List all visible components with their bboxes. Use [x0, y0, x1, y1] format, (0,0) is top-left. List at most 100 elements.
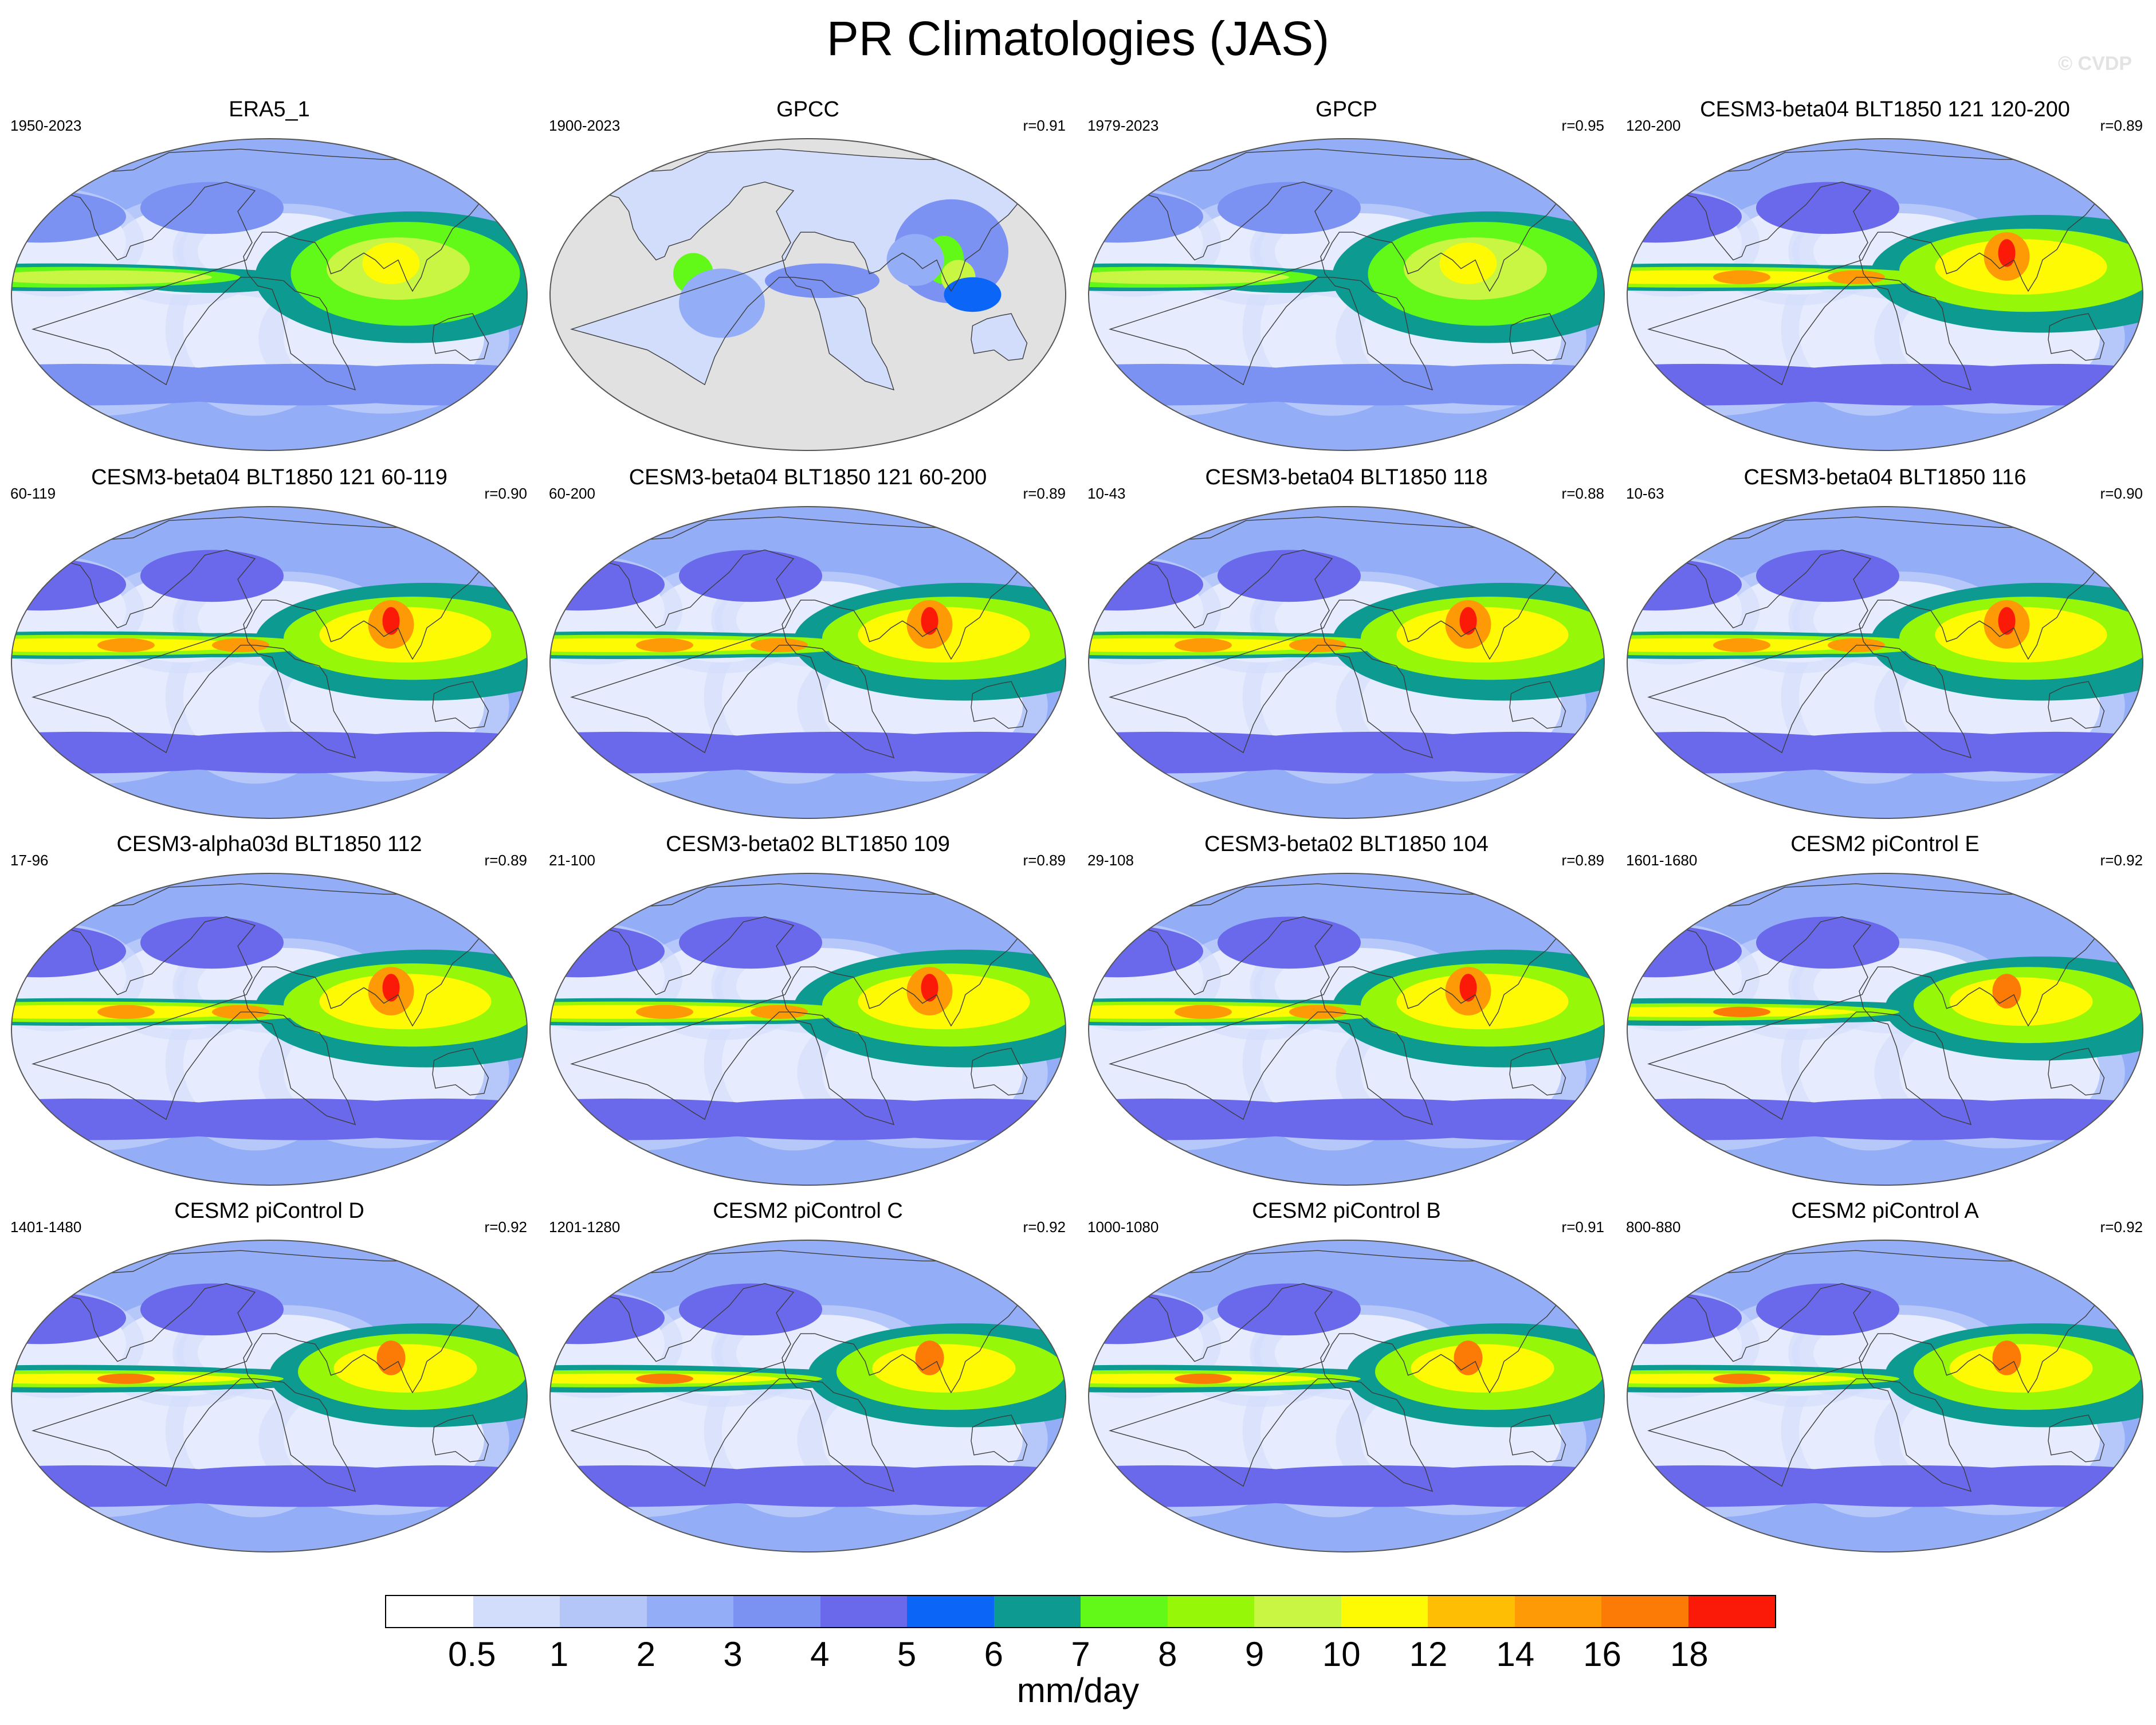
coastline: [1089, 148, 1604, 391]
panel-years: 1900-2023: [549, 117, 621, 134]
itcz-band: [382, 607, 400, 635]
globe-outline: [1627, 873, 2143, 1186]
panel-years: 60-119: [10, 485, 56, 502]
colorbar-tick-label: 4: [810, 1635, 830, 1673]
coastline: [11, 1250, 527, 1492]
precip-map: [1088, 873, 1605, 1186]
itcz-band: [1627, 1373, 1856, 1384]
itcz-band: [915, 1340, 944, 1375]
panel-correlation: r=0.92: [484, 1218, 527, 1236]
panel-years: 29-108: [1087, 852, 1134, 869]
storm-track: [1756, 550, 1899, 602]
precip-map: [549, 506, 1066, 819]
globe-outline: [549, 873, 1066, 1186]
panel-correlation: r=0.90: [2100, 485, 2143, 502]
itcz-band: [1089, 1005, 1332, 1019]
storm-track: [1218, 182, 1361, 234]
precip-map: [1088, 506, 1605, 819]
coastline: [1627, 516, 2143, 759]
storm-track: [1218, 916, 1361, 969]
colorbar-tick-label: 16: [1583, 1635, 1621, 1673]
precip-map: [549, 1240, 1066, 1552]
colorbar-tick-label: 0.5: [448, 1635, 496, 1673]
coastline: [1627, 883, 2143, 1126]
colorbar-swatch: [1341, 1596, 1428, 1627]
colorbar-tick-label: 5: [897, 1635, 917, 1673]
itcz-band: [1713, 638, 1770, 652]
itcz-band: [11, 270, 212, 284]
precip-map: [1627, 506, 2143, 819]
panel-title: CESM3-beta04 BLT1850 121 120-200: [1700, 97, 2070, 121]
panel-correlation: r=0.91: [1023, 117, 1066, 134]
panel-correlation: r=0.88: [1561, 485, 1604, 502]
itcz-band: [1713, 1006, 1770, 1017]
coastline: [1627, 1250, 2143, 1492]
colorbar-swatch: [386, 1596, 473, 1627]
colorbar-tick-label: 10: [1322, 1635, 1361, 1673]
storm-track: [1756, 916, 1899, 969]
storm-track: [679, 550, 822, 602]
itcz-band: [921, 974, 938, 1002]
colorbar-swatch: [560, 1596, 647, 1627]
panel-years: 10-43: [1087, 485, 1126, 502]
panel-title: ERA5_1: [229, 97, 310, 121]
coastline: [1627, 148, 2143, 391]
panel-title: CESM2 piControl C: [713, 1199, 903, 1223]
colorbar-tick-label: 12: [1409, 1635, 1448, 1673]
colorbar-tick-label: 7: [1071, 1635, 1090, 1673]
panel-correlation: r=0.89: [1023, 485, 1066, 502]
panel-correlation: r=0.95: [1561, 117, 1604, 134]
itcz-band: [1627, 270, 1871, 284]
itcz-band: [1175, 1005, 1232, 1019]
watermark: © CVDP: [2058, 53, 2132, 75]
map-panel: CESM3-beta04 BLT1850 121 120-200 120-200 r…: [1616, 96, 2154, 463]
panel-years: 1601-1680: [1626, 852, 1698, 869]
colorbar-swatch: [733, 1596, 820, 1627]
coastline: [1089, 883, 1604, 1126]
storm-track: [679, 916, 822, 969]
globe-outline: [11, 138, 528, 451]
map-panel: CESM3-beta04 BLT1850 121 60-200 60-200 r=0…: [539, 464, 1077, 831]
globe-outline: [1088, 1240, 1605, 1552]
panel-title: GPCP: [1315, 97, 1377, 121]
map-panel: CESM2 piControl B 1000-1080 r=0.91: [1077, 1198, 1616, 1565]
globe-outline: [1088, 506, 1605, 819]
precip-map: [1088, 1240, 1605, 1552]
colorbar-tick-label: 8: [1158, 1635, 1177, 1673]
panel-correlation: r=0.92: [2100, 1218, 2143, 1236]
coastline: [550, 1250, 1066, 1492]
itcz-band: [550, 1373, 779, 1384]
itcz-band: [921, 607, 938, 635]
storm-track: [140, 550, 284, 602]
colorbar-swatch: [1688, 1596, 1775, 1627]
precip-map: [11, 138, 528, 451]
precip-map: [11, 1240, 528, 1552]
colorbar-swatch: [1254, 1596, 1341, 1627]
storm-track: [140, 182, 284, 234]
itcz-band: [1439, 242, 1497, 284]
map-panel: CESM2 piControl D 1401-1480 r=0.92: [0, 1198, 539, 1565]
map-panel: GPCP 1979-2023 r=0.95: [1077, 96, 1616, 463]
colorbar-tick-label: 9: [1244, 1635, 1264, 1673]
panel-title: CESM3-beta04 BLT1850 118: [1205, 465, 1488, 489]
globe-outline: [1088, 138, 1605, 451]
colorbar-swatch: [1601, 1596, 1688, 1627]
panel-title: CESM3-alpha03d BLT1850 112: [116, 832, 422, 856]
itcz-band: [636, 1373, 693, 1384]
precip-map: [1088, 138, 1605, 451]
map-panel: GPCC 1900-2023 r=0.91: [539, 96, 1077, 463]
itcz-band: [1089, 638, 1332, 652]
coastline: [1089, 1250, 1604, 1492]
rain-band: [679, 268, 765, 338]
panel-years: 120-200: [1626, 117, 1681, 134]
panel-correlation: r=0.89: [1023, 852, 1066, 869]
colorbar-tick-label: 2: [636, 1635, 655, 1673]
precip-map: [1627, 1240, 2143, 1552]
itcz-band: [1089, 1373, 1318, 1384]
map-panel: CESM3-beta02 BLT1850 109 21-100 r=0.89: [539, 831, 1077, 1198]
map-panel: CESM2 piControl C 1201-1280 r=0.92: [539, 1198, 1077, 1565]
panel-correlation: r=0.90: [484, 485, 527, 502]
itcz-band: [1998, 607, 2016, 635]
globe-outline: [1627, 506, 2143, 819]
panel-years: 800-880: [1626, 1218, 1681, 1236]
